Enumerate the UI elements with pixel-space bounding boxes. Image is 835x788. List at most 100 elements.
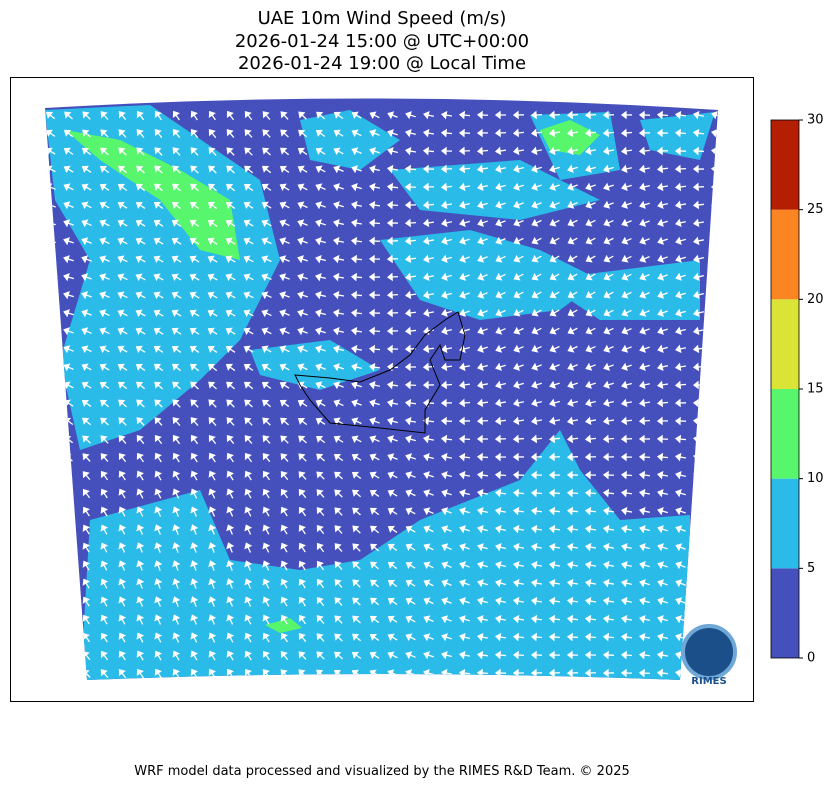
wind-arrow bbox=[226, 129, 235, 139]
wind-arrow bbox=[279, 183, 290, 192]
wind-arrow bbox=[172, 488, 181, 499]
wind-arrow bbox=[495, 236, 506, 245]
wind-arrow bbox=[531, 362, 542, 371]
wind-arrow bbox=[262, 560, 271, 571]
wind-arrow bbox=[82, 453, 91, 462]
wind-arrow bbox=[603, 398, 614, 408]
wind-arrow bbox=[423, 597, 434, 606]
wind-arrow bbox=[315, 290, 326, 300]
wind-arrow bbox=[423, 489, 434, 498]
wind-arrow bbox=[243, 255, 254, 264]
wind-arrow bbox=[530, 128, 543, 138]
wind-arrow bbox=[423, 308, 435, 318]
wind-arrow bbox=[368, 254, 381, 264]
wind-arrow bbox=[476, 470, 489, 480]
wind-arrow bbox=[621, 344, 632, 353]
wind-arrow bbox=[315, 381, 326, 390]
wind-arrow bbox=[351, 435, 362, 444]
wind-arrow bbox=[280, 435, 289, 444]
wind-arrow bbox=[603, 308, 614, 317]
wind-arrow bbox=[459, 254, 470, 263]
wind-arrow bbox=[620, 488, 633, 498]
wind-arrow bbox=[674, 380, 687, 390]
wind-arrow bbox=[82, 542, 91, 553]
wind-arrow bbox=[243, 237, 254, 246]
wind-arrow bbox=[117, 309, 128, 318]
wind-arrow bbox=[46, 669, 56, 678]
wind-arrow bbox=[423, 254, 435, 264]
wind-arrow bbox=[423, 507, 434, 516]
wind-arrow bbox=[100, 417, 109, 426]
wind-arrow bbox=[512, 614, 525, 624]
wind-arrow bbox=[351, 344, 363, 354]
wind-arrow bbox=[494, 110, 507, 120]
wind-arrow bbox=[153, 237, 164, 246]
wind-arrow bbox=[261, 291, 272, 300]
wind-arrow bbox=[298, 489, 307, 499]
wind-arrow bbox=[154, 452, 162, 463]
wind-arrow bbox=[477, 525, 488, 534]
wind-arrow bbox=[387, 561, 398, 570]
wind-arrow bbox=[99, 291, 110, 300]
wind-arrow bbox=[387, 525, 398, 533]
wind-arrow bbox=[244, 542, 253, 553]
wind-arrow bbox=[711, 471, 718, 480]
wind-arrow bbox=[225, 219, 236, 227]
wind-arrow bbox=[638, 470, 651, 480]
wind-arrow bbox=[280, 111, 289, 120]
wind-arrow bbox=[656, 128, 669, 138]
wind-arrow bbox=[118, 165, 128, 174]
wind-arrow bbox=[244, 578, 253, 589]
wind-arrow bbox=[262, 470, 270, 481]
wind-arrow bbox=[387, 579, 398, 588]
wind-arrow bbox=[46, 471, 55, 480]
colorbar-segment bbox=[771, 389, 799, 479]
wind-arrow bbox=[190, 578, 199, 589]
wind-arrow bbox=[370, 525, 380, 534]
wind-arrow bbox=[82, 506, 90, 517]
wind-arrow bbox=[638, 128, 651, 138]
wind-arrow bbox=[190, 434, 199, 445]
wind-arrow bbox=[262, 147, 271, 156]
wind-arrow bbox=[351, 453, 362, 461]
wind-arrow bbox=[333, 165, 344, 174]
wind-arrow bbox=[136, 560, 145, 571]
wind-arrow bbox=[603, 182, 614, 191]
wind-arrow bbox=[386, 308, 399, 318]
wind-arrow bbox=[190, 165, 199, 174]
wind-arrow bbox=[440, 110, 453, 120]
wind-arrow bbox=[477, 506, 488, 516]
wind-arrow bbox=[63, 219, 74, 228]
wind-arrow bbox=[279, 309, 290, 318]
wind-arrow bbox=[530, 110, 543, 120]
map-frame bbox=[10, 77, 754, 702]
wind-arrow bbox=[638, 668, 651, 678]
wind-arrow bbox=[548, 524, 561, 534]
wind-arrow bbox=[512, 650, 525, 660]
wind-arrow bbox=[298, 578, 306, 589]
wind-arrow bbox=[63, 201, 74, 210]
wind-arrow bbox=[262, 632, 270, 643]
wind-arrow bbox=[531, 542, 543, 552]
wind-arrow bbox=[423, 272, 435, 282]
wind-arrow bbox=[423, 651, 434, 660]
wind-arrow bbox=[674, 434, 687, 444]
wind-arrow bbox=[405, 471, 416, 480]
wind-arrow bbox=[136, 524, 145, 535]
wind-arrow bbox=[334, 489, 343, 498]
wind-arrow bbox=[674, 164, 687, 174]
wind-arrow bbox=[458, 416, 471, 426]
wind-arrow bbox=[567, 416, 579, 426]
wind-arrow bbox=[316, 489, 325, 498]
wind-arrow bbox=[477, 543, 488, 552]
wind-arrow bbox=[63, 165, 74, 174]
wind-arrow bbox=[297, 183, 308, 192]
wind-arrow bbox=[172, 668, 180, 679]
wind-arrow bbox=[711, 507, 718, 516]
wind-arrow bbox=[135, 237, 146, 246]
wind-arrow bbox=[280, 560, 289, 571]
wind-arrow bbox=[280, 614, 288, 625]
wind-arrow bbox=[208, 506, 217, 517]
wind-arrow bbox=[675, 470, 686, 480]
wind-arrow bbox=[189, 201, 200, 210]
